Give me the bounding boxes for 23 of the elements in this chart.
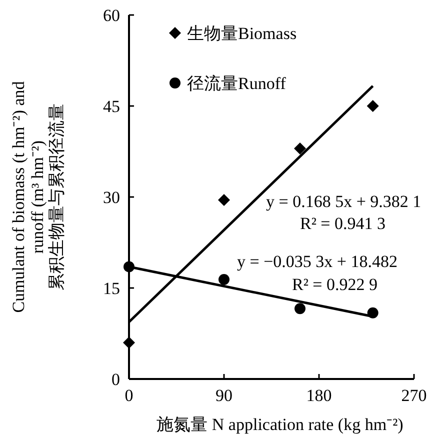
- legend-label: 生物量Biomass: [187, 24, 297, 43]
- point: [218, 274, 230, 286]
- point: [366, 100, 379, 112]
- annotation: y = −0.035 3x + 18.482: [237, 252, 398, 271]
- point: [294, 303, 306, 314]
- point: [294, 142, 306, 154]
- legend-label: 径流量Runoff: [187, 74, 286, 93]
- point: [123, 336, 135, 349]
- y-tick-label: 15: [103, 279, 120, 298]
- annotation: R² = 0.941 3: [300, 214, 386, 233]
- y-tick-label: 30: [103, 188, 120, 207]
- y-axis-title: Cumulant of biomass (t hm⁻²) and runoff (m³ hm⁻²) 累积生物量与累积径流量: [9, 80, 66, 313]
- x-tick-label: 270: [401, 386, 427, 405]
- y-tick-label: 60: [103, 6, 120, 25]
- x-tick-label: 0: [124, 386, 134, 405]
- x-tick-label: 180: [306, 386, 332, 405]
- y-tick-label: 45: [103, 97, 120, 116]
- x-axis-title: 施氮量 N application rate (kg hm⁻²): [156, 415, 404, 434]
- point: [218, 194, 230, 206]
- annotation: R² = 0.922 9: [292, 275, 378, 294]
- x-tick-label: 90: [216, 386, 232, 405]
- annotation: y = 0.168 5x + 9.382 1: [266, 192, 422, 211]
- y-tick-label: 0: [112, 370, 120, 389]
